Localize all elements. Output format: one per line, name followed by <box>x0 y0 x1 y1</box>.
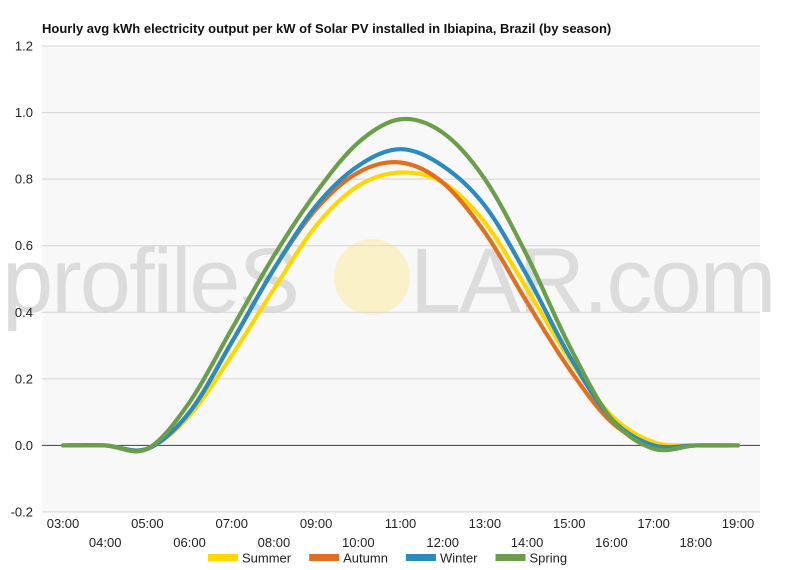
legend-item-winter: Winter <box>405 551 478 566</box>
watermark-sun <box>334 239 410 315</box>
grid <box>42 45 760 513</box>
y-tick-label: 1.2 <box>15 39 33 54</box>
legend-swatch <box>309 554 340 561</box>
x-tick-label: 14:00 <box>511 535 544 550</box>
legend-item-spring: Spring <box>495 551 568 566</box>
legend-label: Summer <box>242 551 292 566</box>
x-tick-label: 08:00 <box>258 535 291 550</box>
legend: Summer Autumn Winter Spring <box>208 551 567 566</box>
legend-label: Autumn <box>343 551 388 566</box>
y-tick-label: 0.8 <box>15 172 33 187</box>
x-tick-label: 17:00 <box>637 516 670 531</box>
y-axis: -0.2 0.0 0.2 0.4 0.6 0.8 1.0 1.2 <box>11 39 33 520</box>
legend-swatch <box>495 554 526 561</box>
x-tick-label: 19:00 <box>722 516 755 531</box>
watermark-text-left: profileS <box>2 230 298 332</box>
watermark: profileS LAR.com <box>2 230 776 332</box>
x-tick-label: 13:00 <box>469 516 502 531</box>
x-tick-label: 10:00 <box>342 535 375 550</box>
x-tick-label: 11:00 <box>385 516 417 531</box>
series-line-spring <box>60 116 741 454</box>
watermark-text-right: LAR.com <box>410 230 774 332</box>
y-tick-label: 0.6 <box>15 238 33 253</box>
legend-swatch <box>208 554 238 561</box>
x-axis: 03:00 04:00 05:00 06:00 07:00 08:00 09:00 10:00… <box>47 516 755 550</box>
x-tick-label: 07:00 <box>215 516 248 531</box>
chart-title: Hourly avg kWh electricity output per kW… <box>42 21 611 36</box>
x-tick-label: 03:00 <box>47 516 80 531</box>
x-tick-label: 04:00 <box>89 535 122 550</box>
legend-item-autumn: Autumn <box>309 551 388 566</box>
legend-item-summer: Summer <box>208 551 292 566</box>
x-tick-label: 06:00 <box>173 535 206 550</box>
x-tick-label: 16:00 <box>595 535 628 550</box>
legend-label: Winter <box>440 551 478 566</box>
legend-swatch <box>405 554 436 561</box>
y-tick-label: 0.0 <box>15 438 33 453</box>
x-tick-label: 12:00 <box>426 535 459 550</box>
x-tick-label: 09:00 <box>300 516 333 531</box>
legend-label: Spring <box>530 551 568 566</box>
x-tick-label: 18:00 <box>680 535 713 550</box>
y-tick-label: 1.0 <box>15 105 33 120</box>
y-tick-label: 0.4 <box>15 305 33 320</box>
y-tick-label: -0.2 <box>11 505 33 520</box>
x-tick-label: 05:00 <box>131 516 164 531</box>
series-lines <box>60 116 741 454</box>
y-tick-label: 0.2 <box>15 371 33 386</box>
x-tick-label: 15:00 <box>553 516 586 531</box>
